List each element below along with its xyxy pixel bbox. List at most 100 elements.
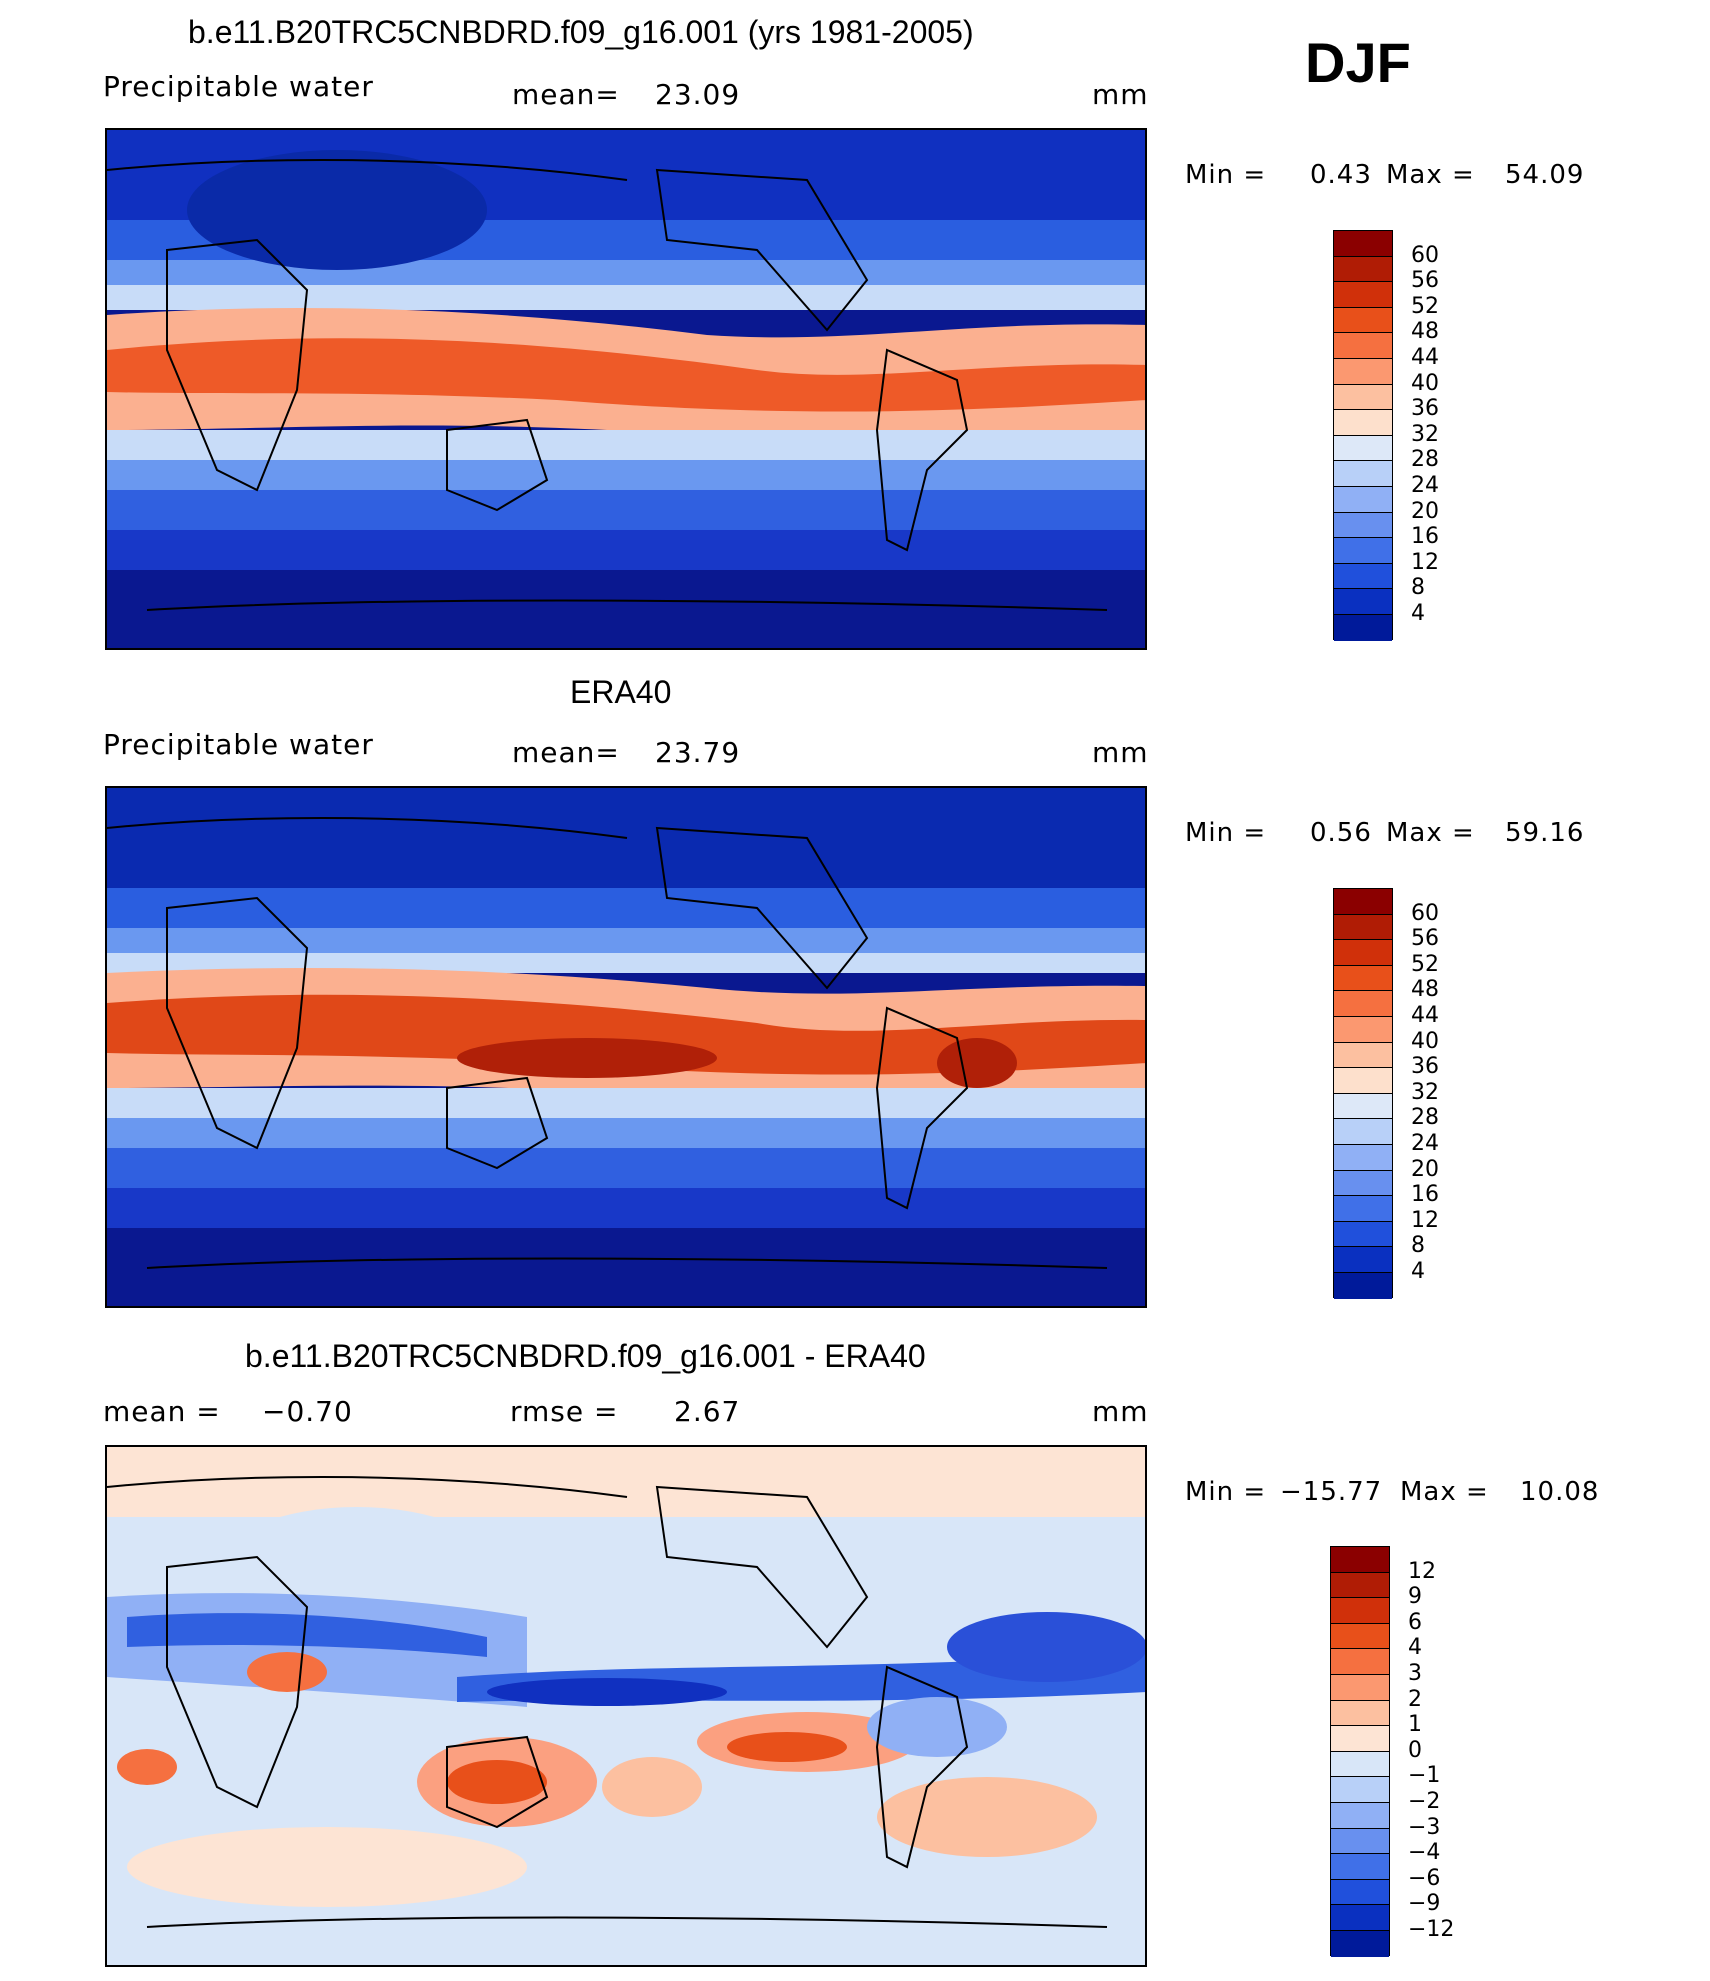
colorbar-swatch [1334,889,1392,915]
colorbar-tick-label: 4 [1411,1259,1425,1284]
colorbar-tick-label: 36 [1411,396,1439,422]
panel-3-rmse-label: rmse = [510,1395,619,1428]
colorbar-swatch [1334,512,1392,539]
colorbar-tick-label: −4 [1408,1840,1441,1866]
colorbar-swatch [1331,1777,1389,1803]
colorbar-swatch [1334,1247,1392,1273]
colorbar-tick-label: 32 [1411,421,1439,447]
colorbar-tick-label: 52 [1411,293,1439,319]
panel-2-map-graphic [107,788,1145,1306]
colorbar-tick-label: 12 [1408,1558,1436,1584]
colorbar-swatch [1334,991,1392,1017]
colorbar-tick-label: 4 [1408,1635,1422,1661]
panel-1-title: b.e11.B20TRC5CNBDRD.f09_g16.001 (yrs 198… [188,14,974,50]
colorbar-swatch [1331,1726,1389,1752]
colorbar-tick-label: 16 [1411,524,1439,550]
colorbar-swatch [1331,1905,1389,1931]
panel-1-mean-value: 23.09 [655,78,741,111]
colorbar-swatch [1331,1879,1389,1906]
colorbar-swatch [1334,487,1392,513]
colorbar-tick-label: 20 [1411,1156,1439,1182]
colorbar-swatch [1331,1598,1389,1624]
colorbar-tick-label: −2 [1408,1789,1441,1814]
colorbar-tick-label: −3 [1408,1814,1441,1840]
panel-3-map-graphic [107,1447,1145,1965]
colorbar-tick-label: 20 [1411,498,1439,524]
colorbar-swatch [1331,1931,1389,1957]
panel-2-max-value: 59.16 [1505,818,1585,848]
colorbar-tick-label: 1 [1408,1712,1422,1738]
colorbar-tick-label: −1 [1408,1763,1441,1789]
panel-2-units: mm [1092,736,1149,769]
panel-3-title: b.e11.B20TRC5CNBDRD.f09_g16.001 - ERA40 [245,1338,926,1374]
colorbar-swatch [1334,1273,1392,1299]
panel-2-mean-label: mean= [512,736,620,769]
panel-1-min-value: 0.43 [1310,160,1372,190]
colorbar-swatch [1334,914,1392,941]
colorbar-tick-label: 12 [1411,549,1439,575]
panel-2-title: ERA40 [570,674,672,710]
panel-3-mean-value: −0.70 [262,1395,353,1428]
colorbar-swatch [1334,384,1392,411]
colorbar-swatch [1334,615,1392,641]
colorbar-tick-label: 28 [1411,447,1439,473]
colorbar-swatch [1334,1170,1392,1197]
colorbar-tick-label: 44 [1411,345,1439,370]
colorbar-tick-label: 8 [1411,575,1425,601]
colorbar-swatch [1331,1854,1389,1880]
colorbar-swatch [1334,333,1392,359]
colorbar-swatch [1334,359,1392,385]
panel-2-min-value: 0.56 [1310,818,1372,848]
colorbar-swatch [1334,307,1392,334]
colorbar-tick-label: 2 [1408,1686,1422,1712]
colorbar-swatch [1334,1068,1392,1094]
panel-1-min-label: Min = [1185,160,1267,190]
panel-1-max-value: 54.09 [1505,160,1585,190]
colorbar-tick-label: 36 [1411,1054,1439,1080]
colorbar-tick-label: −6 [1408,1865,1441,1891]
colorbar-swatch [1331,1547,1389,1573]
colorbar-tick-label: 24 [1411,1131,1439,1156]
colorbar-swatch [1334,1093,1392,1120]
colorbar-tick-label: 40 [1411,1028,1439,1054]
colorbar-tick-label: 56 [1411,926,1439,952]
colorbar-tick-label: 32 [1411,1079,1439,1105]
panel-1-max-label: Max = [1386,160,1475,190]
colorbar-swatch [1334,1221,1392,1248]
colorbar-tick-label: 8 [1411,1233,1425,1259]
panel-1-mean-label: mean= [512,78,620,111]
colorbar-tick-label: 6 [1408,1609,1422,1635]
colorbar-tick-label: 4 [1411,601,1425,626]
colorbar-tick-label: 48 [1411,319,1439,345]
colorbar-swatch [1334,231,1392,257]
colorbar-tick-label: 16 [1411,1182,1439,1208]
colorbar-swatch [1334,563,1392,590]
colorbar-swatch [1334,410,1392,436]
panel-1-units: mm [1092,78,1149,111]
colorbar-swatch [1334,589,1392,615]
colorbar-tick-label: 52 [1411,951,1439,977]
panel-1-map-graphic [107,130,1145,648]
panel-1-variable: Precipitable water [103,70,374,103]
colorbar-swatch [1334,256,1392,283]
colorbar-tick-label: 9 [1408,1584,1422,1610]
colorbar-swatch [1331,1649,1389,1675]
panel-3-units: mm [1092,1395,1149,1428]
panel-2-min-label: Min = [1185,818,1267,848]
panel-2-map [105,786,1147,1308]
colorbar-tick-label: 24 [1411,473,1439,498]
panel-2-mean-value: 23.79 [655,736,741,769]
colorbar-tick-label: 44 [1411,1003,1439,1028]
colorbar-swatch [1334,1145,1392,1171]
colorbar-swatch [1331,1572,1389,1599]
colorbar-swatch [1334,1119,1392,1145]
colorbar-tick-label: 12 [1411,1207,1439,1233]
colorbar-swatch [1334,1042,1392,1069]
colorbar-box [1333,230,1393,641]
colorbar-swatch [1331,1623,1389,1650]
panel-2-max-label: Max = [1386,818,1475,848]
colorbar-swatch [1331,1828,1389,1855]
panel-3-map [105,1445,1147,1967]
panel-3-max-value: 10.08 [1520,1477,1600,1507]
panel-1-map [105,128,1147,650]
